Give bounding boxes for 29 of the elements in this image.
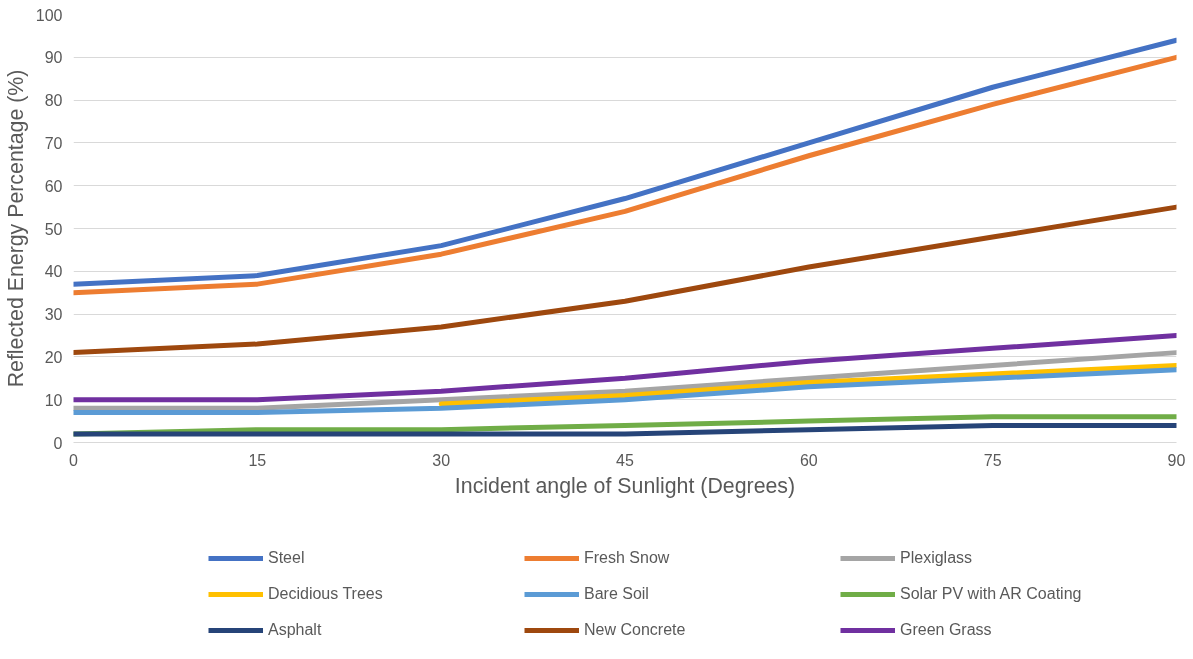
y-tick-label: 50 xyxy=(44,220,63,238)
y-tick-label: 70 xyxy=(44,134,63,152)
legend-label: Solar PV with AR Coating xyxy=(900,585,1083,603)
x-tick-label: 0 xyxy=(69,451,79,469)
legend-label: New Concrete xyxy=(584,621,687,639)
y-tick-label: 10 xyxy=(44,391,63,409)
y-tick-label: 40 xyxy=(44,263,63,281)
legend-label: Bare Soil xyxy=(584,585,650,603)
x-tick-label: 45 xyxy=(616,451,634,469)
y-tick-label: 80 xyxy=(44,92,63,110)
legend-label: Fresh Snow xyxy=(584,549,671,567)
y-tick-label: 30 xyxy=(44,306,63,324)
y-tick-label: 60 xyxy=(44,177,63,195)
y-tick-label: 90 xyxy=(44,49,63,67)
y-tick-label: 0 xyxy=(53,434,63,452)
legend-label: Decidious Trees xyxy=(268,585,384,603)
x-axis-title: Incident angle of Sunlight (Degrees) xyxy=(454,473,796,498)
x-tick-label: 30 xyxy=(432,451,451,469)
x-tick-label: 15 xyxy=(248,451,267,469)
legend-label: Steel xyxy=(268,549,306,567)
x-tick-label: 75 xyxy=(983,451,1002,469)
x-tick-label: 90 xyxy=(1167,451,1186,469)
legend-label: Green Grass xyxy=(900,621,993,639)
y-axis-title: Reflected Energy Percentage (%) xyxy=(3,69,28,388)
y-tick-label: 20 xyxy=(44,348,63,366)
y-tick-label: 100 xyxy=(35,6,63,24)
legend-label: Asphalt xyxy=(268,621,323,639)
legend-label: Plexiglass xyxy=(900,549,974,567)
x-tick-label: 60 xyxy=(799,451,818,469)
